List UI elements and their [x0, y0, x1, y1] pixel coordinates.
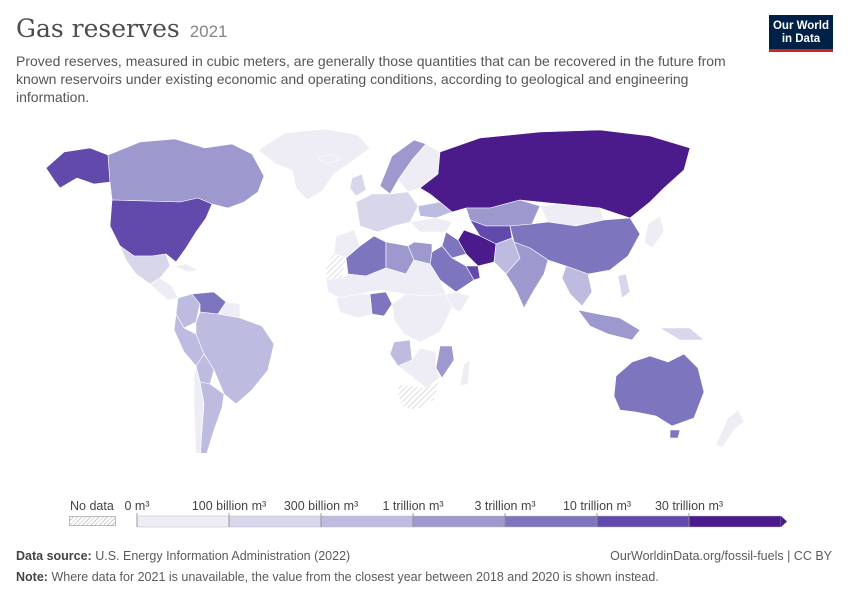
country-new-zealand[interactable] [715, 409, 745, 449]
legend-tick-label-6: 30 trillion m³ [655, 499, 723, 513]
logo-line-1: Our World [772, 20, 829, 32]
country-canada[interactable] [107, 138, 265, 209]
legend-bin-1[interactable] [228, 515, 322, 528]
note-label: Note: [16, 570, 48, 584]
legend-tick-label-1: 100 billion m³ [192, 499, 266, 513]
country-russia[interactable] [419, 129, 691, 219]
chart-subtitle: Proved reserves, measured in cubic meter… [16, 53, 726, 105]
country-japan[interactable] [643, 215, 665, 249]
country-nigeria[interactable] [369, 291, 393, 317]
country-mexico[interactable] [119, 245, 171, 285]
country-alaska[interactable] [45, 147, 111, 189]
owid-logo[interactable]: Our World in Data [769, 15, 833, 52]
data-source-text: U.S. Energy Information Administration (… [95, 549, 351, 563]
country-brazil[interactable] [195, 311, 275, 405]
country-iceland[interactable] [317, 153, 341, 165]
legend-tick-label-3: 1 trillion m³ [382, 499, 443, 513]
country-south-africa[interactable] [397, 377, 441, 411]
chart-year: 2021 [189, 22, 228, 41]
country-southeast-asia[interactable] [561, 265, 593, 307]
country-cuba[interactable] [173, 263, 199, 273]
source-url[interactable]: OurWorldinData.org/fossil-fuels | CC BY [610, 549, 832, 563]
logo-line-2: in Data [781, 33, 821, 45]
legend-no-data-label: No data [70, 499, 114, 513]
country-australia[interactable] [613, 353, 705, 427]
legend-color-scale: 0 m³ 100 billion m³ 300 billion m³ 1 trilli… [125, 499, 787, 528]
country-philippines[interactable] [617, 273, 631, 299]
legend-bin-0[interactable] [136, 515, 230, 528]
data-source-line: Data source: U.S. Energy Information Adm… [16, 549, 350, 563]
legend-bin-6[interactable] [688, 515, 782, 528]
country-west-africa[interactable] [335, 293, 373, 319]
note-line: Note: Where data for 2021 is unavailable… [16, 570, 659, 584]
world-map[interactable] [0, 108, 850, 453]
country-tasmania[interactable] [669, 429, 681, 439]
data-source-label: Data source: [16, 549, 92, 563]
country-new-guinea[interactable] [659, 327, 705, 341]
country-central-africa[interactable] [391, 293, 453, 343]
country-greenland[interactable] [257, 128, 371, 201]
legend-bin-2[interactable] [320, 515, 414, 528]
country-central-america[interactable] [149, 277, 179, 301]
note-text: Where data for 2021 is unavailable, the … [51, 570, 659, 584]
country-malaysia-indonesia[interactable] [577, 309, 641, 341]
country-mozambique[interactable] [435, 345, 455, 379]
country-madagascar[interactable] [459, 359, 471, 387]
country-ukraine[interactable] [417, 201, 453, 219]
country-india[interactable] [505, 241, 549, 309]
country-horn-of-africa[interactable] [445, 291, 471, 313]
chart-title-text: Gas reserves [16, 14, 180, 43]
country-turkey[interactable] [409, 217, 453, 233]
legend-no-data-swatch [69, 516, 116, 526]
legend-tick-label-0: 0 m³ [125, 499, 150, 513]
chart-title: Gas reserves 2021 [16, 14, 228, 43]
country-western-europe[interactable] [355, 191, 419, 233]
legend-arrow [781, 516, 787, 527]
country-qatar-gulf[interactable] [465, 265, 481, 281]
legend-tick-label-4: 3 trillion m³ [474, 499, 535, 513]
legend-bin-3[interactable] [412, 515, 506, 528]
country-argentina[interactable] [199, 381, 225, 453]
country-uk[interactable] [349, 173, 367, 197]
legend-tick-label-5: 10 trillion m³ [563, 499, 631, 513]
country-western-sahara[interactable] [325, 253, 347, 281]
country-chile[interactable] [193, 365, 205, 453]
legend-bin-4[interactable] [504, 515, 598, 528]
legend-bin-5[interactable] [596, 515, 690, 528]
legend-tick-label-2: 300 billion m³ [284, 499, 358, 513]
country-iraq[interactable] [441, 231, 467, 259]
